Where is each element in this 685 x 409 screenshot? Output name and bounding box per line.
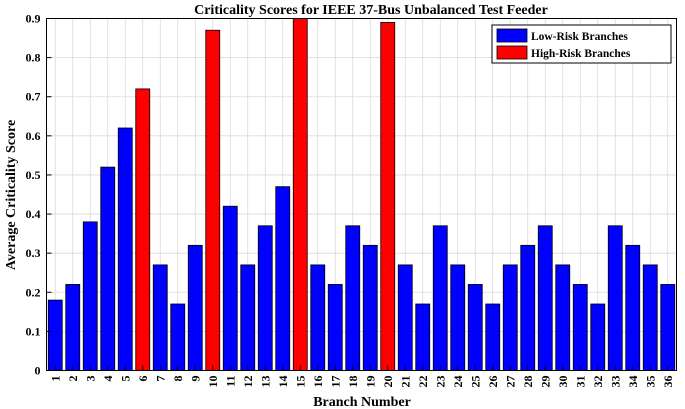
bar-low-risk xyxy=(327,284,343,371)
x-tick-label: 16 xyxy=(311,376,325,388)
bar-low-risk xyxy=(100,166,116,371)
legend-swatch-high-risk xyxy=(496,45,528,60)
x-tick-label: 23 xyxy=(433,376,447,388)
x-tick-label: 19 xyxy=(363,376,377,388)
y-tick-label: 0.8 xyxy=(26,51,41,65)
x-tick-label: 21 xyxy=(398,376,412,388)
y-tick-label: 0.6 xyxy=(26,129,41,143)
bar-low-risk xyxy=(660,284,676,371)
bar-low-risk xyxy=(467,284,483,371)
y-axis-ticks: 0 0.1 0.2 0.3 0.4 0.5 0.6 0.7 0.8 0.9 xyxy=(26,12,52,378)
y-tick-label: 0.9 xyxy=(26,12,41,26)
y-tick-label: 0.5 xyxy=(26,168,41,182)
bar-low-risk xyxy=(275,186,291,371)
bar-low-risk xyxy=(345,225,361,371)
bar-low-risk xyxy=(625,244,641,371)
bar-low-risk xyxy=(47,299,63,371)
bar-low-risk xyxy=(642,264,658,371)
bar-low-risk xyxy=(82,221,98,371)
bar-high-risk xyxy=(135,88,151,371)
bar-low-risk xyxy=(397,264,413,371)
x-tick-label: 35 xyxy=(643,376,657,388)
y-tick-label: 0.1 xyxy=(26,324,41,338)
x-tick-label: 33 xyxy=(608,376,622,388)
legend-label-high-risk: High-Risk Branches xyxy=(531,48,631,60)
x-tick-label: 2 xyxy=(66,376,80,382)
x-tick-label: 28 xyxy=(521,376,535,388)
bar-low-risk xyxy=(555,264,571,371)
bar-low-risk xyxy=(152,264,168,371)
bar-low-risk xyxy=(240,264,256,371)
y-tick-label: 0.4 xyxy=(26,207,41,221)
bars xyxy=(47,18,676,371)
bar-high-risk xyxy=(205,29,221,371)
chart-title: Criticality Scores for IEEE 37-Bus Unbal… xyxy=(194,3,548,18)
x-tick-label: 20 xyxy=(381,376,395,388)
y-tick-label: 0.7 xyxy=(26,90,41,104)
bar-low-risk xyxy=(187,244,203,371)
y-tick-label: 0.3 xyxy=(26,246,41,260)
x-tick-label: 24 xyxy=(451,376,465,388)
x-tick-label: 32 xyxy=(591,376,605,388)
x-tick-label: 14 xyxy=(276,376,290,388)
bar-low-risk xyxy=(65,284,81,371)
x-tick-label: 3 xyxy=(83,376,97,382)
x-tick-label: 4 xyxy=(101,376,115,382)
bar-low-risk xyxy=(485,303,501,371)
x-tick-label: 6 xyxy=(136,376,150,382)
x-tick-label: 8 xyxy=(171,376,185,382)
x-axis-label: Branch Number xyxy=(313,395,411,409)
bar-low-risk xyxy=(502,264,518,371)
x-tick-label: 1 xyxy=(48,376,62,382)
bar-low-risk xyxy=(362,244,378,371)
bar-low-risk xyxy=(257,225,273,371)
bar-low-risk xyxy=(520,244,536,371)
plot-frame xyxy=(46,18,677,371)
x-tick-label: 10 xyxy=(206,376,220,388)
x-tick-label: 12 xyxy=(241,376,255,388)
bar-low-risk xyxy=(537,225,553,371)
x-tick-label: 15 xyxy=(293,376,307,388)
bar-low-risk xyxy=(590,303,606,371)
x-tick-label: 34 xyxy=(626,376,640,388)
bar-low-risk xyxy=(222,205,238,371)
bar-low-risk xyxy=(170,303,186,371)
bar-low-risk xyxy=(572,284,588,371)
x-tick-label: 5 xyxy=(118,376,132,382)
x-axis-ticks: 1 2 3 4 5 6 7 8 9 10 11 12 13 14 15 16 17 18 19 20 21 22 23 24 2… xyxy=(48,365,675,388)
x-tick-label: 17 xyxy=(328,376,342,388)
x-tick-label: 29 xyxy=(538,376,552,388)
x-tick-label: 7 xyxy=(153,376,167,382)
bar-low-risk xyxy=(310,264,326,371)
legend: Low-Risk Branches High-Risk Branches xyxy=(491,24,672,64)
x-tick-label: 36 xyxy=(661,376,675,388)
x-tick-label: 26 xyxy=(486,376,500,388)
x-tick-label: 13 xyxy=(258,376,272,388)
y-axis-label: Average Criticality Score xyxy=(4,120,19,270)
x-tick-label: 30 xyxy=(556,376,570,388)
bar-low-risk xyxy=(450,264,466,371)
bar-high-risk xyxy=(380,22,396,371)
y-tick-label: 0.2 xyxy=(26,285,41,299)
x-tick-label: 27 xyxy=(503,376,517,388)
x-tick-label: 31 xyxy=(573,376,587,388)
legend-label-low-risk: Low-Risk Branches xyxy=(531,31,628,43)
legend-swatch-low-risk xyxy=(496,28,528,43)
y-tick-label: 0 xyxy=(35,364,41,378)
bar-high-risk xyxy=(292,18,308,371)
bar-low-risk xyxy=(432,225,448,371)
x-tick-label: 11 xyxy=(223,376,237,387)
x-tick-label: 22 xyxy=(416,376,430,388)
x-tick-label: 25 xyxy=(468,376,482,388)
bar-low-risk xyxy=(607,225,623,371)
x-tick-label: 9 xyxy=(188,376,202,382)
bar-low-risk xyxy=(415,303,431,371)
x-tick-label: 18 xyxy=(346,376,360,388)
bar-low-risk xyxy=(117,127,133,371)
